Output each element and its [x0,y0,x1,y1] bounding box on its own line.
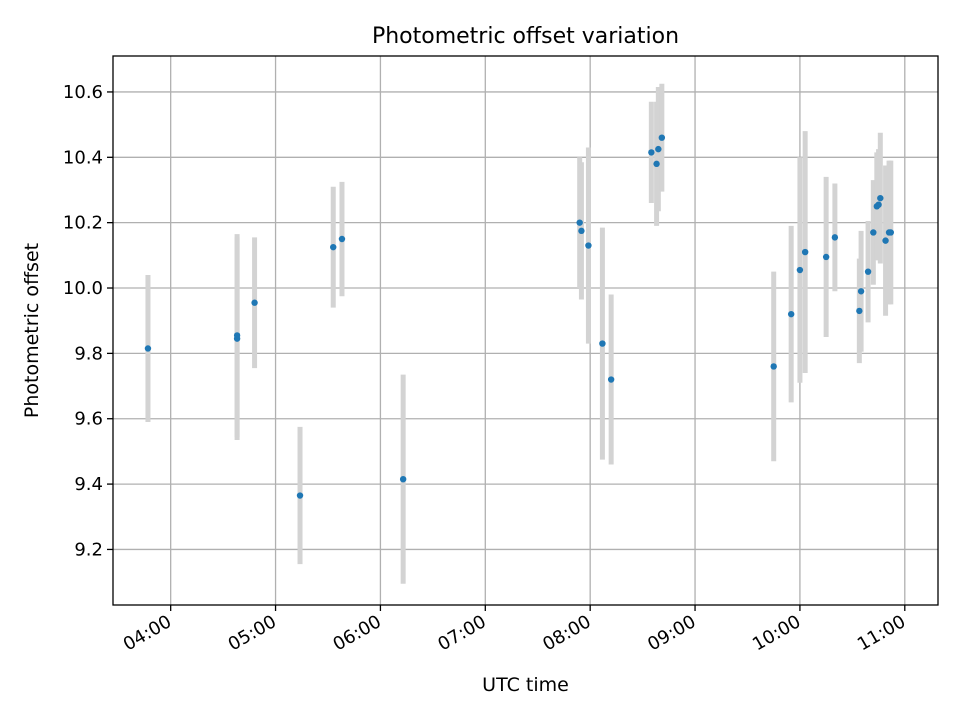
data-point [796,266,804,274]
y-tick-label: 10.6 [63,82,103,103]
data-point [856,307,863,315]
y-tick-label: 9.6 [74,409,103,430]
data-point [882,237,889,244]
x-axis-label: UTC time [482,674,569,696]
y-tick-label: 10.4 [63,147,103,168]
data-point [251,299,258,306]
data-point [648,149,655,156]
data-point [770,363,777,370]
data-point [330,243,337,251]
data-point [787,310,795,318]
data-points [144,134,895,499]
data-point [233,332,241,339]
data-point [653,160,660,168]
data-point [599,340,606,347]
data-point [857,288,865,295]
data-point [338,235,346,243]
data-point [296,492,304,499]
y-tick-label: 10.0 [63,278,103,299]
y-axis-label: Photometric offset [21,243,43,418]
y-tick-label: 9.4 [74,474,103,495]
data-point [801,248,809,256]
y-tick-label: 9.8 [74,343,103,364]
data-point [877,194,884,202]
data-point [875,201,882,208]
data-point [585,242,592,249]
data-point [655,145,662,153]
data-point [399,475,407,483]
data-point [822,253,830,261]
y-tick-label: 9.2 [74,539,103,560]
data-point [864,268,872,275]
data-point [144,345,152,352]
data-point [576,219,583,226]
data-point [607,376,615,383]
data-point [870,229,877,236]
plot-frame [112,55,939,606]
chart-title: Photometric offset variation [372,24,679,49]
data-point [831,234,839,241]
data-point [887,229,895,236]
data-point [578,227,585,235]
y-tick-label: 10.2 [63,213,103,234]
data-point [658,134,666,141]
